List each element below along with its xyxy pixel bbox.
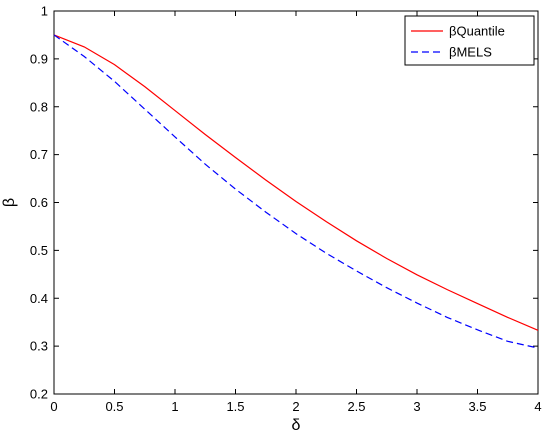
y-tick-label: 0.8	[30, 99, 48, 114]
plot-area	[53, 10, 539, 395]
legend-box	[404, 15, 535, 66]
y-axis-label: β	[1, 198, 18, 207]
y-tick-label: 0.5	[30, 243, 48, 258]
x-tick-label: 2.5	[347, 399, 365, 414]
x-tick-label: 0.5	[105, 399, 123, 414]
legend-label-quantile: βQuantile	[449, 24, 505, 39]
y-tick-label: 1	[41, 4, 48, 19]
y-tick-label: 0.7	[30, 147, 48, 162]
x-tick-label: 2	[292, 399, 299, 414]
y-tick-label: 0.9	[30, 51, 48, 66]
series-line-mels	[53, 34, 539, 349]
legend: βQuantile βMELS	[404, 15, 535, 66]
x-tick-label: 3	[413, 399, 420, 414]
series-line-quantile	[53, 34, 539, 331]
x-tick-label: 0	[50, 399, 57, 414]
x-tick-label: 3.5	[468, 399, 486, 414]
y-tick-label: 0.6	[30, 195, 48, 210]
x-tick-label: 1	[171, 399, 178, 414]
x-tick-label: 4	[534, 399, 541, 414]
y-tick-label: 0.4	[30, 291, 48, 306]
y-tick-label: 0.2	[30, 387, 48, 402]
y-tick-label: 0.3	[30, 339, 48, 354]
x-tick-label: 1.5	[226, 399, 244, 414]
x-axis-label: δ	[292, 417, 301, 434]
legend-label-mels: βMELS	[449, 45, 492, 60]
